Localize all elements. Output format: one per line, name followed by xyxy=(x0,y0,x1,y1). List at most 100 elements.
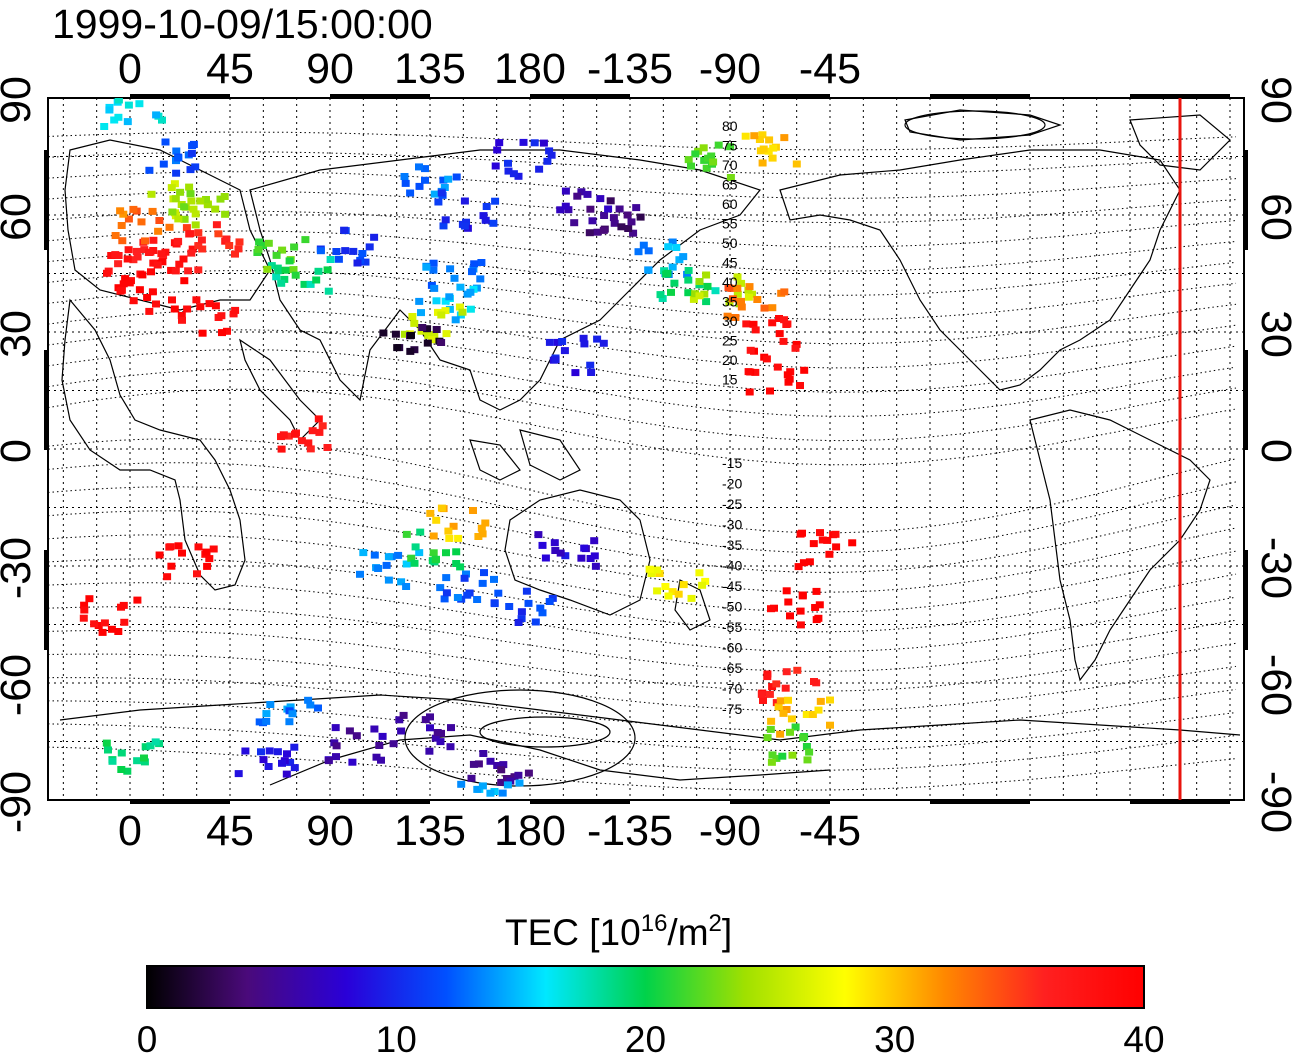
tec-cell xyxy=(766,387,774,395)
tec-cell xyxy=(634,248,643,256)
longitude-tick-label: -135 xyxy=(587,45,673,93)
tec-cell xyxy=(707,152,716,160)
tec-cell xyxy=(212,221,221,229)
tec-cell xyxy=(474,533,483,540)
tec-cell xyxy=(140,246,149,254)
tec-cell xyxy=(814,706,823,714)
tec-cell xyxy=(90,620,99,628)
tec-cell xyxy=(481,216,490,224)
tec-cell xyxy=(442,330,451,338)
tec-cell xyxy=(447,724,455,732)
tec-cell xyxy=(234,245,243,253)
tec-cell xyxy=(606,197,615,205)
tec-cell xyxy=(784,598,793,606)
tec-cell xyxy=(477,524,486,532)
colorbar-tick-label: 30 xyxy=(874,1019,915,1057)
tec-cell xyxy=(727,284,736,292)
tec-cell xyxy=(826,696,834,704)
tec-cell xyxy=(812,587,821,595)
tec-cell xyxy=(451,316,460,324)
tec-cell xyxy=(426,509,435,517)
tec-cell xyxy=(731,314,740,321)
dip-contour-south xyxy=(479,716,611,748)
tec-cell xyxy=(726,174,735,181)
tec-cell xyxy=(133,253,142,261)
magnetic-contour-line xyxy=(48,723,1237,771)
magnetic-contour-line xyxy=(48,630,1237,692)
tec-cell xyxy=(304,696,313,704)
tec-cell xyxy=(140,758,149,766)
tec-cell xyxy=(814,614,823,622)
tec-cell xyxy=(231,250,239,258)
tec-cell xyxy=(129,256,138,264)
colorbar-tick-label: 40 xyxy=(1123,1019,1164,1057)
tec-cell xyxy=(524,769,533,777)
tec-cell xyxy=(375,742,384,749)
tec-cell xyxy=(124,215,133,223)
tec-cell xyxy=(691,150,700,158)
tec-cell xyxy=(174,215,183,223)
tec-cell xyxy=(407,331,415,339)
tec-cell xyxy=(370,233,379,241)
tec-cell xyxy=(272,273,281,281)
tec-cell xyxy=(314,267,323,275)
latitude-tick-label: -30 xyxy=(0,537,40,599)
contour-label: -15 xyxy=(722,455,742,471)
longitude-tick-label: 0 xyxy=(118,45,142,93)
tec-cell xyxy=(170,305,179,313)
magnetic-contour-line xyxy=(48,151,1237,175)
tec-cell xyxy=(202,196,210,203)
tec-cell xyxy=(352,732,361,740)
magnetic-contour-line xyxy=(48,534,1237,613)
tec-cell xyxy=(593,228,602,236)
tec-cell xyxy=(257,748,265,756)
tec-cell xyxy=(400,173,409,180)
tec-cell xyxy=(117,749,126,757)
tec-cell xyxy=(235,238,244,246)
right-latitude-ticks: 90 60 30 0 -30 -60 -90 xyxy=(1252,76,1292,833)
tec-cell xyxy=(445,305,454,313)
tec-cell xyxy=(167,266,176,274)
tec-cell xyxy=(702,298,711,306)
tec-cell xyxy=(361,258,370,266)
contour-label: 50 xyxy=(722,235,738,251)
tec-cell xyxy=(460,197,469,205)
tec-cell xyxy=(429,549,438,557)
contour-label: 80 xyxy=(722,118,738,134)
tec-cell xyxy=(672,244,681,251)
tec-cell xyxy=(312,276,321,284)
tec-cell xyxy=(452,173,461,181)
tec-cell xyxy=(148,207,157,215)
tec-cell xyxy=(442,589,451,597)
tec-cell xyxy=(469,507,477,514)
tec-cell xyxy=(723,312,732,320)
tec-cell xyxy=(117,222,126,229)
tec-cell xyxy=(121,275,130,283)
contour-label: -70 xyxy=(722,681,742,697)
tec-cell xyxy=(356,570,364,578)
tec-cell xyxy=(609,214,618,222)
tec-cell xyxy=(757,690,766,698)
tec-cell xyxy=(539,139,548,147)
tec-cell xyxy=(792,340,801,348)
tec-cell xyxy=(816,529,824,537)
colorbar-tick-label: 20 xyxy=(625,1019,666,1057)
longitude-tick-label: -45 xyxy=(799,807,861,855)
tec-cell xyxy=(482,203,491,210)
tec-cell xyxy=(599,226,608,234)
tec-cell xyxy=(422,263,431,271)
tec-cell xyxy=(277,445,286,453)
tec-cell xyxy=(289,266,298,274)
latitude-tick-label: -90 xyxy=(0,771,40,833)
tec-cell xyxy=(750,132,759,140)
tec-cell xyxy=(460,574,469,582)
tec-cell xyxy=(679,581,688,589)
tec-cell xyxy=(765,690,774,698)
tec-cell xyxy=(766,725,775,733)
tec-cell xyxy=(645,565,654,573)
tec-cell xyxy=(378,732,387,740)
tec-cell xyxy=(796,607,805,615)
tec-cell xyxy=(497,778,506,786)
tec-cell xyxy=(497,766,506,774)
tec-cell xyxy=(262,710,271,718)
